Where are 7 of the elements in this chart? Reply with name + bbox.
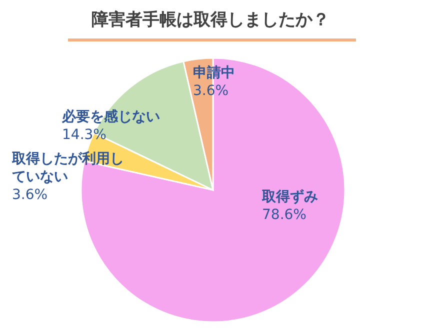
chart-title: 障害者手帳は取得しましたか？ <box>90 9 330 31</box>
data-label: 78.6% <box>262 206 308 224</box>
data-label: 14.3% <box>62 126 108 144</box>
slice-label: 取得ずみ <box>262 188 319 206</box>
slice-label: 必要を感じない <box>62 108 161 126</box>
slice-label: 申請中 <box>193 64 236 82</box>
data-label: 3.6% <box>12 186 49 204</box>
